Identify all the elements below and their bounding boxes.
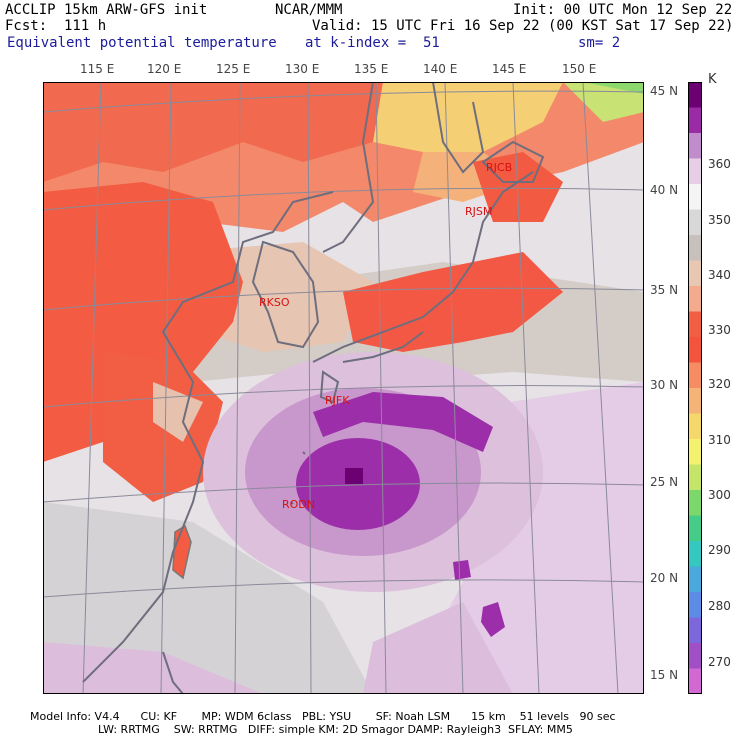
- colorbar-cell: [688, 311, 702, 338]
- colorbar: [688, 82, 702, 694]
- lon-label: 135 E: [354, 62, 389, 76]
- colorbar-cell: [688, 592, 702, 619]
- colorbar-label: 360: [708, 157, 731, 171]
- colorbar-cell: [688, 82, 702, 109]
- station-label: RJFK: [325, 394, 350, 407]
- lon-label: 150 E: [562, 62, 597, 76]
- colorbar-cell: [688, 133, 702, 160]
- colorbar-cell: [688, 541, 702, 568]
- colorbar-cell: [688, 209, 702, 236]
- lat-label: 35 N: [650, 283, 679, 297]
- lat-label: 40 N: [650, 183, 679, 197]
- lon-label: 115 E: [80, 62, 115, 76]
- lon-label: 120 E: [147, 62, 182, 76]
- smoothing-info: sm= 2: [578, 35, 621, 51]
- station-label: RJCB: [486, 161, 512, 174]
- model-info-line1: Model Info: V4.4 CU: KF MP: WDM 6class P…: [30, 710, 616, 723]
- colorbar-cell: [688, 668, 702, 694]
- colorbar-cell: [688, 388, 702, 415]
- colorbar-label: 330: [708, 323, 731, 337]
- model-title: ACCLIP 15km ARW-GFS init: [5, 2, 208, 18]
- level-info: at k-index = 51: [305, 35, 440, 51]
- lon-label: 130 E: [285, 62, 320, 76]
- lat-label: 45 N: [650, 84, 679, 98]
- field-name: Equivalent potential temperature: [7, 35, 277, 51]
- colorbar-label: 290: [708, 543, 731, 557]
- colorbar-cell: [688, 515, 702, 542]
- colorbar-cell: [688, 464, 702, 491]
- colorbar-unit: K: [708, 72, 717, 87]
- colorbar-cell: [688, 490, 702, 517]
- colorbar-cell: [688, 413, 702, 440]
- valid-time: Valid: 15 UTC Fri 16 Sep 22 (00 KST Sat …: [312, 18, 734, 34]
- colorbar-cell: [688, 362, 702, 389]
- lon-label: 140 E: [423, 62, 458, 76]
- forecast-hour: Fcst: 111 h: [5, 18, 107, 34]
- colorbar-label: 280: [708, 599, 731, 613]
- institution: NCAR/MMM: [275, 2, 343, 18]
- colorbar-cell: [688, 643, 702, 670]
- colorbar-label: 340: [708, 268, 731, 282]
- colorbar-label: 310: [708, 433, 731, 447]
- colorbar-cell: [688, 337, 702, 364]
- init-time: Init: 00 UTC Mon 12 Sep 22: [513, 2, 733, 18]
- colorbar-cell: [688, 566, 702, 593]
- station-label: RKSO: [259, 296, 290, 309]
- colorbar-label: 270: [708, 655, 731, 669]
- colorbar-cell: [688, 260, 702, 287]
- station-label: RODN: [282, 498, 315, 511]
- theta-e-map: RJCB RJSM RKSO RJFK RODN: [43, 82, 644, 694]
- model-info-line2: LW: RRTMG SW: RRTMG DIFF: simple KM: 2D …: [98, 723, 573, 736]
- colorbar-label: 300: [708, 488, 731, 502]
- colorbar-cell: [688, 235, 702, 262]
- colorbar-cell: [688, 286, 702, 313]
- lon-label: 145 E: [492, 62, 527, 76]
- colorbar-label: 320: [708, 377, 731, 391]
- lat-label: 30 N: [650, 378, 679, 392]
- lon-label: 125 E: [216, 62, 251, 76]
- lat-label: 15 N: [650, 668, 679, 682]
- station-label: RJSM: [465, 205, 492, 218]
- colorbar-cell: [688, 439, 702, 466]
- lat-label: 20 N: [650, 571, 679, 585]
- colorbar-cell: [688, 617, 702, 644]
- colorbar-cell: [688, 158, 702, 185]
- colorbar-cell: [688, 184, 702, 211]
- colorbar-label: 350: [708, 213, 731, 227]
- colorbar-cell: [688, 107, 702, 134]
- lat-label: 25 N: [650, 475, 679, 489]
